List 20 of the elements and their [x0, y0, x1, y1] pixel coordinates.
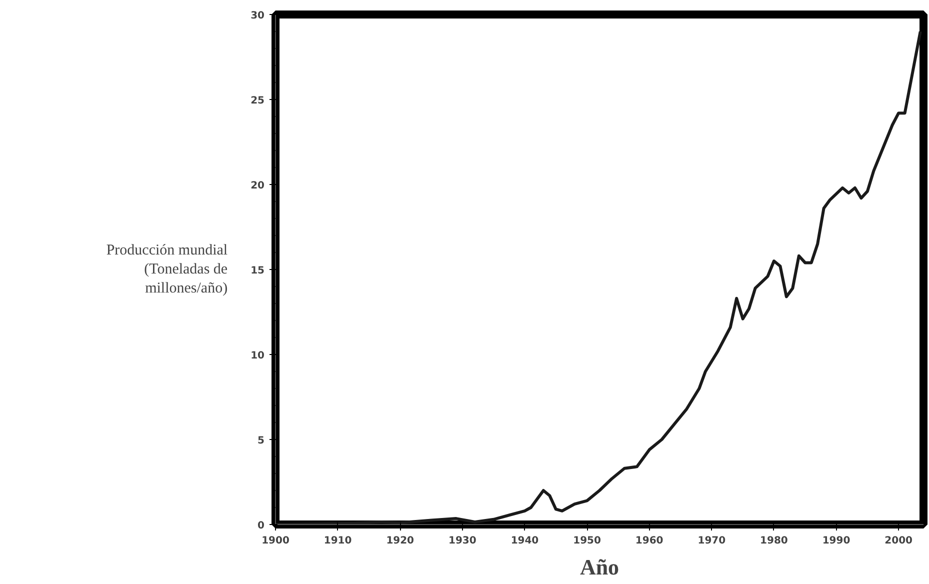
x-axis-title: Año — [580, 554, 620, 580]
x-tick-label: 1920 — [386, 536, 414, 546]
x-tick-label: 1980 — [760, 536, 788, 546]
y-tick-label: 25 — [250, 96, 265, 106]
x-tick-label: 2000 — [884, 536, 913, 546]
x-tick-label: 1950 — [573, 536, 601, 546]
x-tick-label: 1900 — [262, 536, 290, 546]
x-tick-label: 1940 — [510, 536, 539, 546]
x-tick-label: 1990 — [822, 536, 850, 546]
x-tick-label: 1960 — [635, 536, 664, 546]
y-tick-label: 5 — [258, 436, 265, 446]
y-tick-label: 10 — [250, 350, 265, 362]
y-tick-label: 20 — [250, 180, 265, 192]
x-tick-label: 1910 — [324, 536, 352, 546]
x-tick-label: 1930 — [448, 536, 476, 546]
y-tick-label: 0 — [258, 520, 265, 532]
y-tick-label: 15 — [250, 266, 265, 276]
x-tick-label: 1970 — [698, 536, 726, 546]
y-tick-label: 30 — [250, 10, 265, 22]
y-axis-title: Producción mundial (Toneladas de millones/año) — [106, 242, 228, 297]
